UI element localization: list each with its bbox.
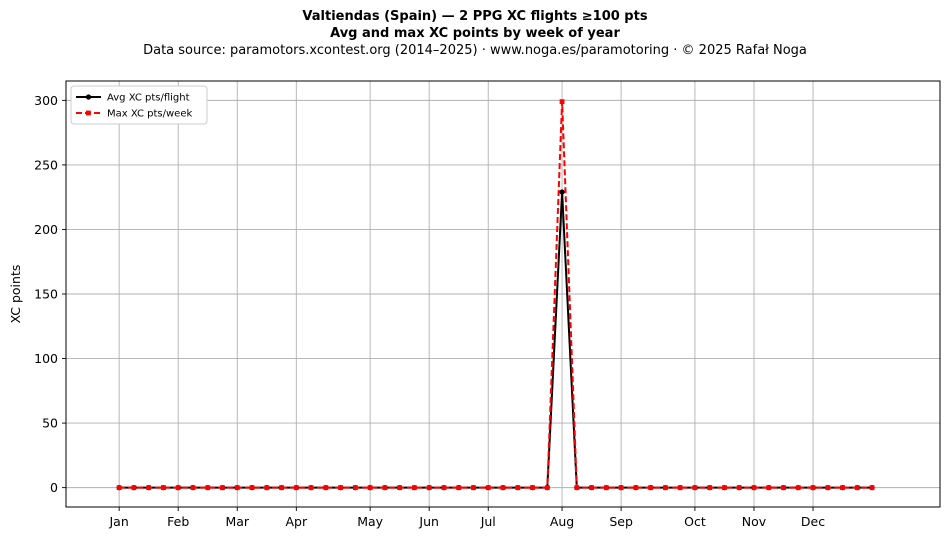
data-point — [515, 485, 521, 491]
series-group — [116, 99, 875, 491]
data-point — [161, 485, 166, 491]
data-point — [293, 485, 299, 491]
data-point — [441, 485, 447, 491]
data-point — [352, 485, 358, 491]
x-tick-label: Feb — [167, 514, 189, 529]
data-point — [397, 485, 403, 491]
legend-box — [70, 85, 208, 125]
data-point — [825, 485, 831, 491]
legend-label: Max XC pts/week — [107, 109, 192, 120]
data-point — [367, 485, 373, 491]
data-point — [854, 485, 860, 491]
data-point — [677, 485, 683, 491]
y-tick-label: 50 — [42, 416, 58, 431]
data-point — [736, 485, 742, 491]
data-point — [308, 485, 314, 491]
data-point — [264, 485, 270, 491]
x-tick-label: Mar — [225, 514, 249, 529]
data-point — [146, 485, 152, 491]
data-point — [618, 485, 624, 491]
data-point — [338, 485, 344, 491]
data-point — [544, 485, 550, 491]
data-point — [722, 485, 727, 491]
data-point — [589, 485, 594, 491]
y-tick-label: 0 — [50, 480, 58, 495]
data-point — [559, 189, 565, 195]
data-point — [485, 485, 491, 491]
data-point — [175, 485, 181, 491]
data-point — [810, 485, 816, 491]
data-point — [412, 485, 417, 491]
data-point — [220, 485, 225, 491]
axis-ticks: Jan Feb Mar Apr May Jun Jul Aug Sep Oct Nov Dec 0 50 1… — [34, 93, 825, 529]
x-tick-label: May — [357, 514, 383, 529]
x-tick-label: Oct — [684, 514, 706, 529]
data-point — [869, 485, 875, 491]
data-point — [662, 485, 668, 491]
x-tick-label: Aug — [550, 514, 574, 529]
legend: Avg XC pts/flight Max XC pts/week — [70, 85, 208, 125]
data-point — [116, 485, 122, 491]
legend-marker — [86, 110, 91, 116]
data-point — [471, 485, 476, 491]
data-point — [234, 485, 240, 491]
series-avg — [116, 189, 875, 491]
data-point — [279, 485, 284, 491]
grid-lines — [66, 81, 940, 507]
x-tick-label: Jun — [418, 514, 439, 529]
y-tick-label: 300 — [34, 93, 58, 108]
x-tick-label: Nov — [742, 514, 767, 529]
data-point — [131, 485, 137, 491]
data-point — [500, 485, 506, 491]
y-tick-label: 200 — [34, 222, 58, 237]
data-point — [382, 485, 388, 491]
data-point — [574, 485, 580, 491]
data-point — [456, 485, 462, 491]
data-point — [707, 485, 713, 491]
chart-subtitle: Avg and max XC points by week of year — [330, 26, 620, 41]
chart-source-note: Data source: paramotors.xcontest.org (20… — [143, 43, 807, 58]
y-tick-label: 100 — [34, 351, 58, 366]
series-line — [119, 101, 873, 489]
legend-label: Avg XC pts/flight — [107, 93, 190, 104]
data-point — [323, 485, 329, 491]
x-tick-label: Jul — [480, 514, 496, 529]
data-point — [249, 485, 255, 491]
data-point — [648, 485, 654, 491]
chart-titles: Valtiendas (Spain) — 2 PPG XC flights ≥1… — [0, 8, 950, 59]
data-point — [530, 485, 535, 491]
data-point — [633, 485, 639, 491]
data-point — [840, 485, 845, 491]
data-point — [795, 485, 801, 491]
x-tick-label: Apr — [285, 514, 307, 529]
data-point — [603, 485, 609, 491]
y-tick-label: 150 — [34, 287, 58, 302]
y-axis-label: XC points — [8, 265, 23, 324]
legend-marker — [85, 94, 92, 100]
series-max — [116, 99, 875, 491]
data-point — [781, 485, 786, 491]
chart-title: Valtiendas (Spain) — 2 PPG XC flights ≥1… — [302, 9, 648, 24]
x-tick-label: Jan — [109, 514, 129, 529]
x-tick-label: Dec — [801, 514, 825, 529]
data-point — [766, 485, 772, 491]
data-point — [205, 485, 211, 491]
data-point — [426, 485, 432, 491]
y-tick-label: 250 — [34, 157, 58, 172]
data-point — [692, 485, 698, 491]
data-point — [751, 485, 757, 491]
x-tick-label: Sep — [609, 514, 633, 529]
data-point — [559, 99, 565, 105]
series-line — [119, 191, 873, 489]
data-point — [190, 485, 196, 491]
